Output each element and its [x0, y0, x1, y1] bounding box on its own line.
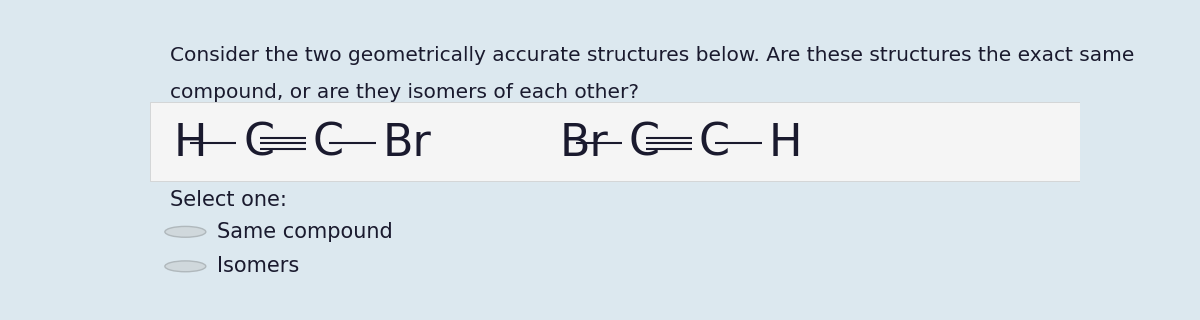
Text: C: C — [698, 122, 730, 164]
Text: Br: Br — [383, 122, 431, 164]
Text: Br: Br — [559, 122, 608, 164]
Text: H: H — [768, 122, 802, 164]
Text: Select one:: Select one: — [170, 190, 287, 210]
Text: C: C — [242, 122, 274, 164]
Text: C: C — [313, 122, 344, 164]
Text: C: C — [629, 122, 660, 164]
Text: Consider the two geometrically accurate structures below. Are these structures t: Consider the two geometrically accurate … — [170, 46, 1135, 65]
Circle shape — [164, 227, 206, 237]
Circle shape — [164, 261, 206, 272]
Text: Same compound: Same compound — [217, 222, 392, 242]
Text: Isomers: Isomers — [217, 256, 299, 276]
Text: compound, or are they isomers of each other?: compound, or are they isomers of each ot… — [170, 83, 640, 102]
Text: H: H — [173, 122, 206, 164]
FancyBboxPatch shape — [150, 102, 1080, 181]
